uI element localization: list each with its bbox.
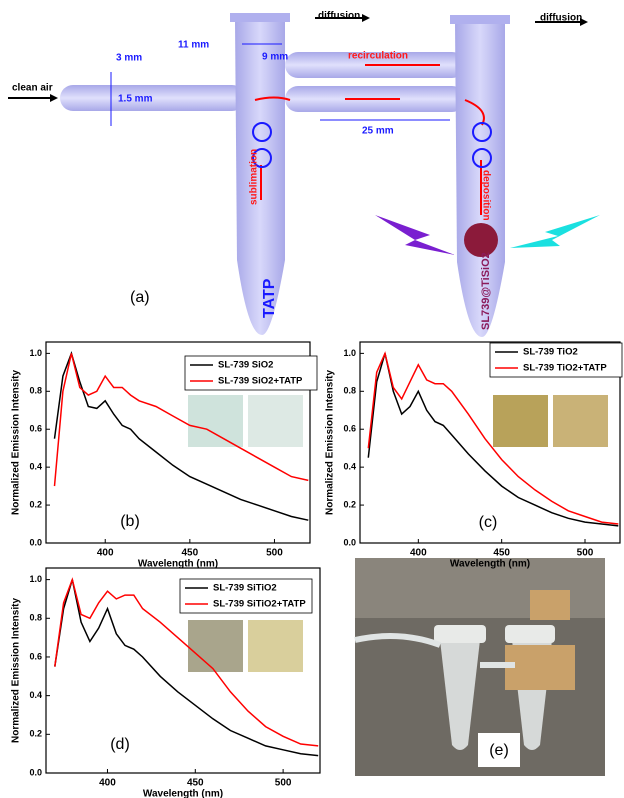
- inset-photo: [493, 395, 548, 447]
- x-tick-label: 400: [97, 548, 114, 559]
- label: 11 mm: [178, 40, 209, 51]
- legend-label: SL-739 TiO2+TATP: [523, 363, 607, 374]
- label: diffusion: [318, 11, 360, 22]
- y-tick-label: 1.0: [29, 574, 42, 584]
- y-tick-label: 0.0: [29, 537, 42, 547]
- x-axis-label: Wavelength (nm): [143, 789, 223, 798]
- vial-cap: [505, 625, 555, 643]
- arrowhead: [362, 14, 370, 22]
- y-tick-label: 0.6: [29, 424, 42, 434]
- label: diffusion: [540, 13, 582, 24]
- vial-cap: [434, 625, 486, 643]
- excitation-bolt: [375, 215, 455, 255]
- label: SL739@TiSiO2: [480, 252, 492, 330]
- y-axis-label: Normalized Emission Intensity: [11, 598, 22, 743]
- y-tick-label: 1.0: [343, 348, 356, 358]
- legend-label: SL-739 SiTiO2: [213, 583, 277, 594]
- x-tick-label: 450: [493, 548, 510, 559]
- panel-label: (b): [120, 513, 140, 530]
- label: sublimation: [249, 149, 260, 205]
- photo: (e): [355, 558, 605, 776]
- x-tick-label: 450: [187, 778, 204, 789]
- panel-label: (c): [479, 514, 498, 531]
- y-tick-label: 0.2: [29, 499, 42, 509]
- label: 9 mm: [262, 52, 288, 63]
- y-tick-label: 0.2: [343, 499, 356, 509]
- panel-label: (d): [110, 736, 130, 753]
- x-tick-label: 500: [266, 548, 283, 559]
- inset-photo: [188, 620, 243, 672]
- left-cap: [230, 13, 290, 22]
- inset-photo: [553, 395, 608, 447]
- y-tick-label: 0.0: [343, 537, 356, 547]
- label: deposition: [480, 170, 491, 221]
- legend-label: SL-739 SiO2+TATP: [218, 376, 303, 387]
- x-tick-label: 400: [410, 548, 427, 559]
- clamp: [530, 590, 570, 620]
- arrowhead: [50, 94, 58, 102]
- label: TATP: [261, 278, 278, 318]
- y-tick-label: 0.8: [29, 613, 42, 623]
- y-axis-label: Normalized Emission Intensity: [325, 370, 336, 515]
- clamp: [505, 645, 575, 690]
- y-tick-label: 0.2: [29, 729, 42, 739]
- label: 25 mm: [362, 126, 394, 137]
- y-tick-label: 0.4: [29, 690, 42, 700]
- x-tick-label: 500: [275, 778, 292, 789]
- y-tick-label: 0.8: [343, 386, 356, 396]
- x-tick-label: 400: [99, 778, 116, 789]
- y-axis-label: Normalized Emission Intensity: [11, 370, 22, 515]
- label: 1.5 mm: [118, 94, 153, 105]
- label: clean air: [12, 83, 53, 94]
- label: recirculation: [348, 51, 408, 62]
- inset-photo: [248, 395, 303, 447]
- figure: diffusion diffusion 3 mm 1.5 mm 11 mm 9 …: [0, 0, 624, 798]
- panel-label: (a): [130, 289, 150, 306]
- legend-label: SL-739 SiO2: [218, 360, 273, 371]
- legend-label: SL-739 TiO2: [523, 347, 578, 358]
- y-tick-label: 0.6: [29, 651, 42, 661]
- sensor-particle: [464, 223, 498, 257]
- y-tick-label: 0.0: [29, 767, 42, 777]
- y-tick-label: 1.0: [29, 348, 42, 358]
- x-axis-label: Wavelength (nm): [450, 559, 530, 570]
- chart: 0.0 0.2 0.4 0.6 0.8 1.0 400 450 500 Wavelength (n…: [11, 568, 320, 798]
- right-cap: [450, 15, 510, 24]
- chart: 0.0 0.2 0.4 0.6 0.8 1.0 400 450 500 Wavelength (n…: [325, 342, 622, 570]
- y-tick-label: 0.8: [29, 386, 42, 396]
- x-tick-label: 450: [182, 548, 199, 559]
- y-tick-label: 0.4: [29, 462, 42, 472]
- x-tick-label: 500: [577, 548, 594, 559]
- y-tick-label: 0.4: [343, 462, 356, 472]
- legend-label: SL-739 SiTiO2+TATP: [213, 599, 306, 610]
- emission-bolt: [510, 215, 600, 248]
- diagram: diffusion diffusion 3 mm 1.5 mm 11 mm 9 …: [8, 11, 600, 337]
- inlet-tube: [60, 85, 245, 111]
- inset-photo: [248, 620, 303, 672]
- y-tick-label: 0.6: [343, 424, 356, 434]
- inset-photo: [188, 395, 243, 447]
- panel-label: (e): [489, 742, 509, 759]
- label: 3 mm: [116, 53, 142, 64]
